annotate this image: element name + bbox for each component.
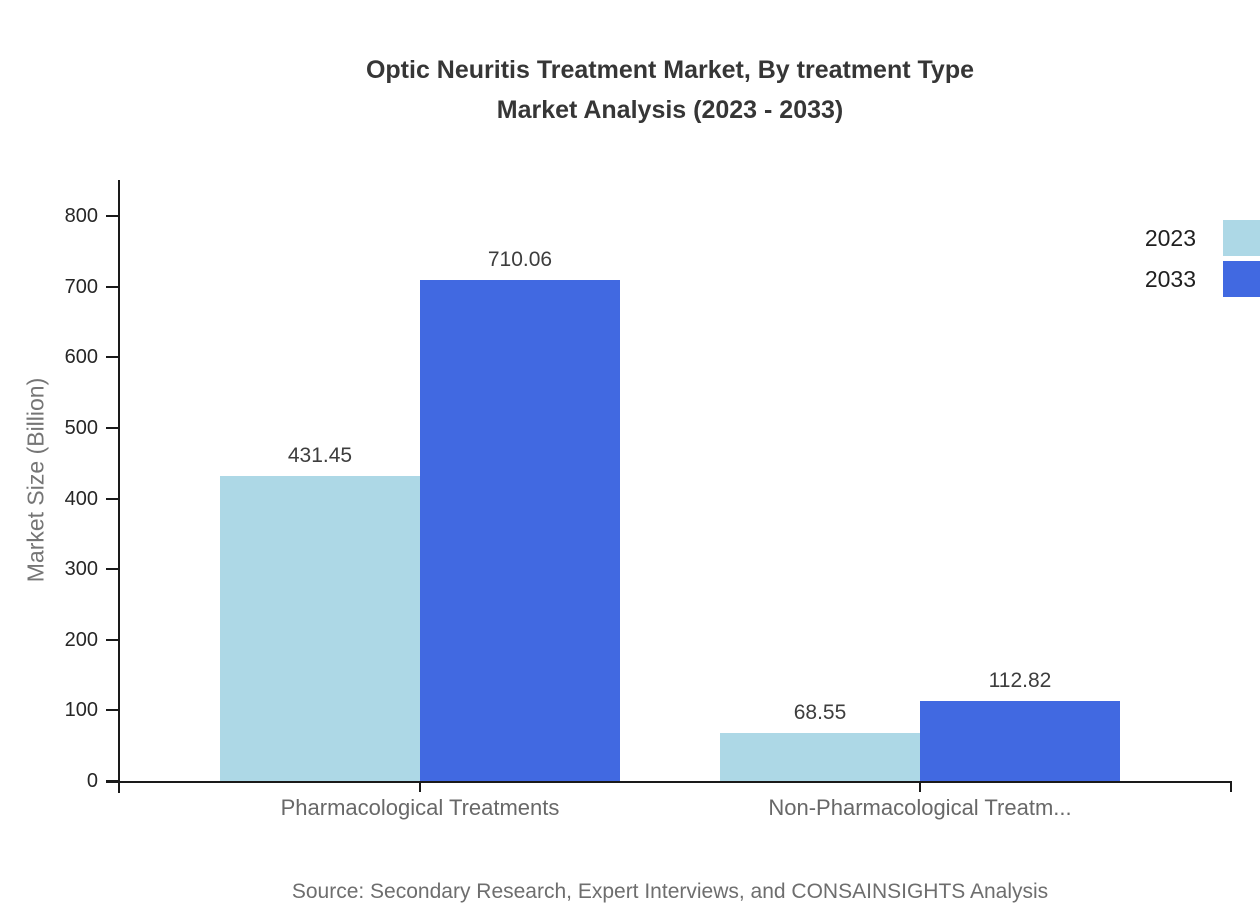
y-axis-label: Market Size (Billion) (22, 377, 49, 583)
bar-2033-non-pharmacological (920, 701, 1120, 781)
y-tick-mark (106, 568, 118, 571)
chart-title: Optic Neuritis Treatment Market, By trea… (80, 50, 1260, 130)
chart-title-line-1: Optic Neuritis Treatment Market, By trea… (365, 56, 975, 84)
y-tick-mark (106, 426, 118, 429)
bar-value-label: 112.82 (988, 669, 1052, 693)
category-label: Non-Pharmacological Treatm... (768, 795, 1072, 820)
y-tick-mark (106, 709, 118, 712)
y-tick-label: 400 (64, 487, 98, 510)
chart-title-line-2: Market Analysis (2023 - 2033) (496, 96, 844, 124)
bar-2023-non-pharmacological (720, 732, 920, 781)
bar-2023-pharmacological (220, 476, 420, 781)
y-tick-label: 800 (64, 205, 98, 227)
x-axis-spine (106, 781, 1232, 783)
bar-value-label: 68.55 (793, 700, 847, 724)
bar-value-label: 431.45 (287, 444, 353, 468)
y-axis-spine (118, 180, 120, 793)
category-label: Pharmacological Treatments (280, 795, 560, 820)
y-tick-label: 0 (86, 770, 98, 792)
y-tick-mark (106, 780, 118, 782)
y-tick-mark (106, 356, 118, 359)
x-tick-mark (919, 781, 921, 792)
bar-value-label: 710.06 (487, 247, 553, 271)
y-tick-label: 500 (64, 416, 98, 439)
y-tick-mark (106, 497, 118, 500)
y-tick-label: 600 (64, 346, 98, 369)
y-tick-label: 200 (64, 628, 98, 651)
source-note: Source: Secondary Research, Expert Inter… (291, 880, 1049, 903)
y-tick-label: 300 (64, 558, 98, 581)
y-tick-mark (106, 285, 118, 288)
y-tick-mark (106, 638, 118, 641)
x-tick-mark (419, 781, 421, 792)
x-tick-mark (1230, 781, 1232, 792)
plot-area: 0 100 200 300 400 500 600 700 800 431.45 68.55 710… (65, 180, 1232, 820)
y-tick-label: 100 (64, 699, 98, 722)
bar-2033-pharmacological (420, 279, 620, 781)
y-tick-mark (106, 215, 118, 217)
y-tick-label: 700 (64, 275, 98, 298)
